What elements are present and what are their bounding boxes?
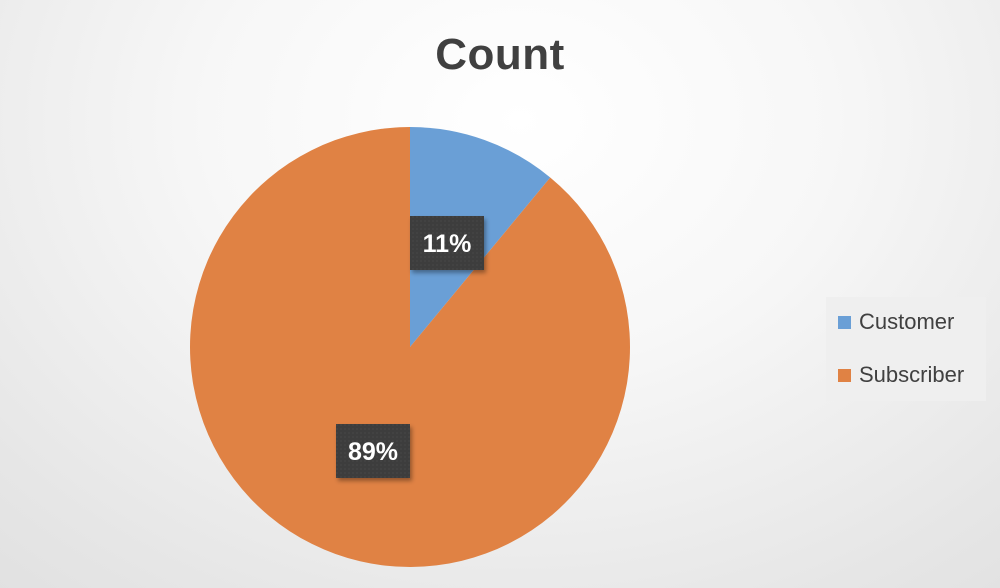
legend-label-customer: Customer bbox=[859, 309, 955, 334]
legend-swatch-customer bbox=[838, 315, 851, 329]
chart-title: Count bbox=[435, 30, 565, 79]
pie-slice-subscriber bbox=[189, 127, 630, 567]
legend-label-subscriber: Subscriber bbox=[859, 362, 965, 387]
legend-item-customer: Customer bbox=[838, 309, 986, 335]
data-label-subscriber: 89% bbox=[336, 424, 410, 478]
legend-item-subscriber: Subscriber bbox=[838, 362, 986, 388]
pie-slices bbox=[189, 127, 630, 567]
data-label-box bbox=[336, 424, 410, 478]
legend-swatch-subscriber bbox=[838, 368, 851, 382]
pie-data-labels: 11% 89% bbox=[336, 216, 484, 478]
data-label-text: 11% bbox=[423, 230, 472, 258]
data-label-box bbox=[410, 216, 484, 270]
data-label-customer: 11% bbox=[410, 216, 484, 270]
chart-legend: Customer Subscriber bbox=[826, 297, 986, 401]
data-label-text: 89% bbox=[348, 438, 398, 466]
